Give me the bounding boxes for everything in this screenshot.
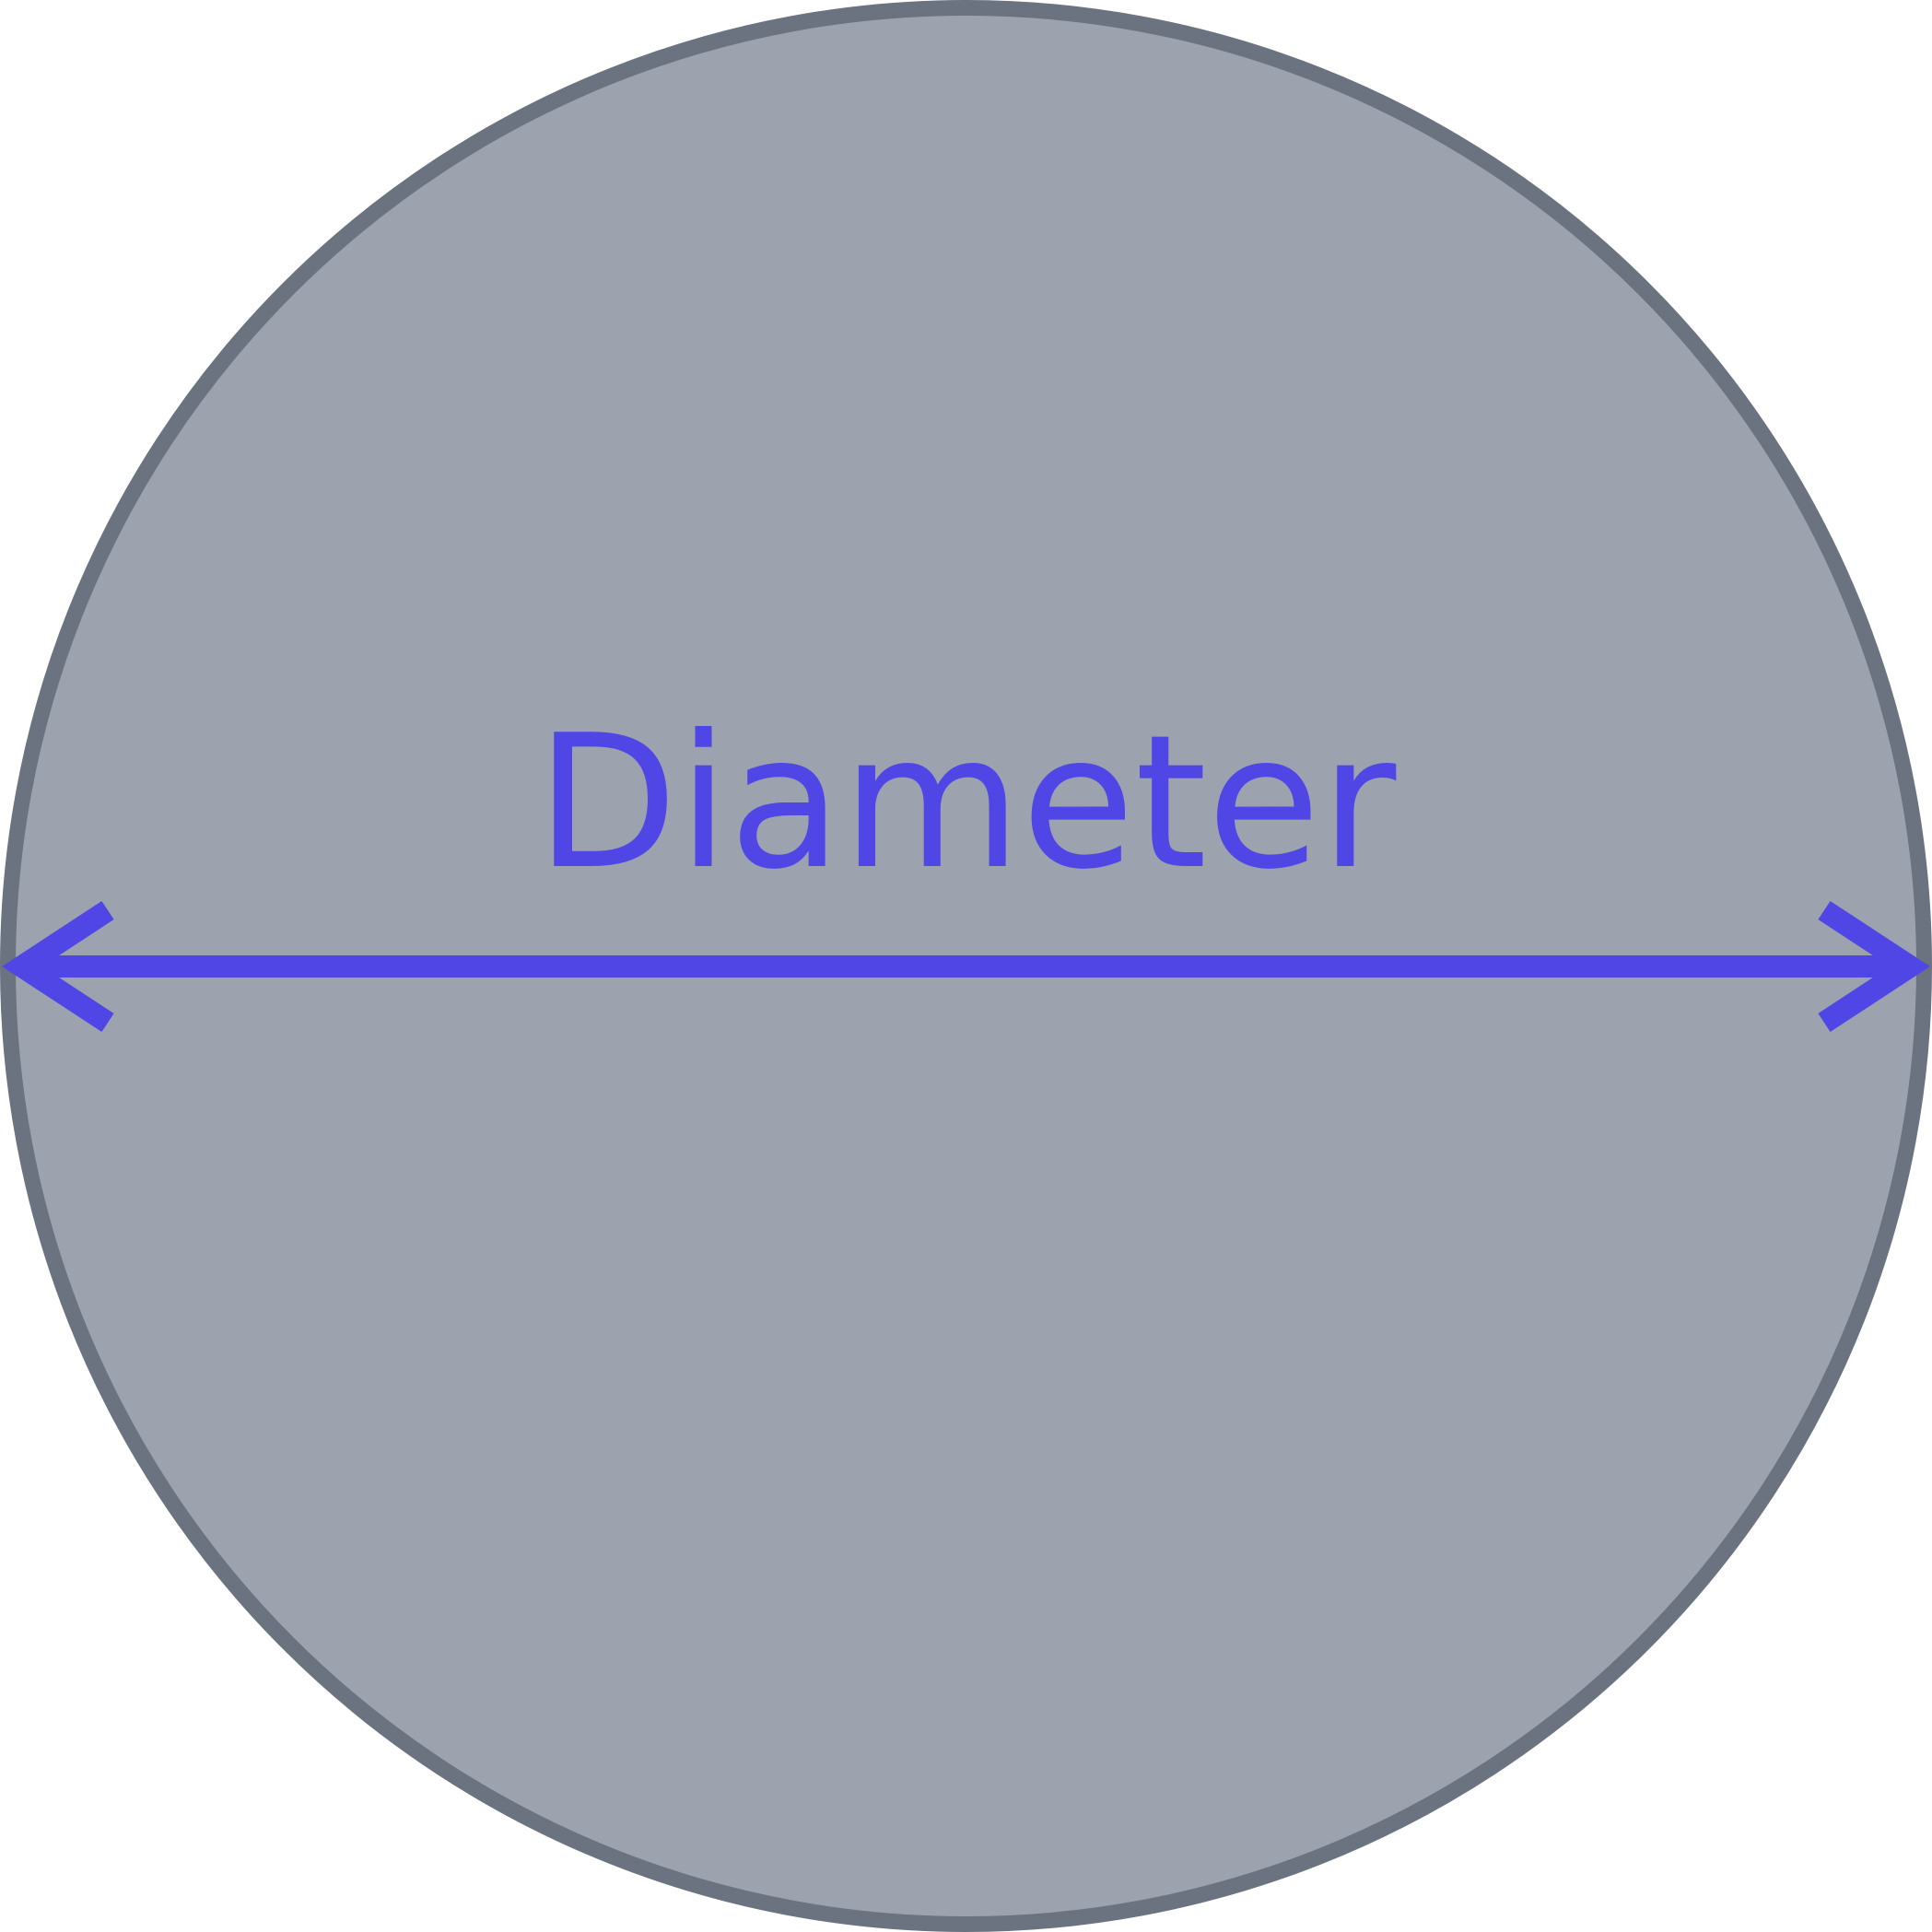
left-arrowhead-icon <box>2 900 114 1033</box>
right-arrowhead-icon <box>1818 900 1930 1033</box>
diameter-label: Diameter <box>536 696 1397 910</box>
